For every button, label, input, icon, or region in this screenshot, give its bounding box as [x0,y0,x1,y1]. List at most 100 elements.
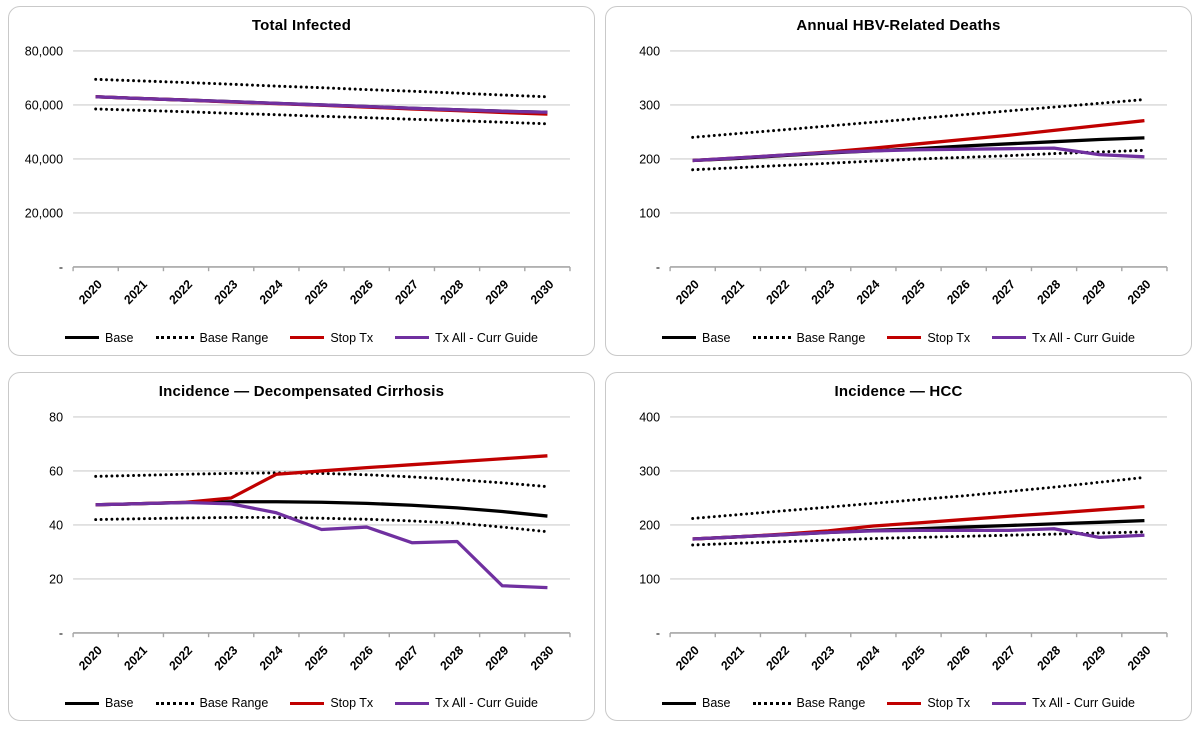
y-tick-label: 60,000 [25,97,63,112]
legend-label: Base [105,696,134,710]
x-tick-label: 2022 [764,642,793,672]
base-line-swatch-icon [662,701,696,705]
base-line-swatch-icon [65,701,99,705]
stop-tx-line-swatch-icon [887,701,922,705]
x-tick-label: 2030 [528,277,557,307]
stop-tx-line-swatch-icon [887,336,922,339]
legend-label: Stop Tx [330,330,374,345]
base-range-dotted-swatch-icon [155,336,194,339]
x-tick-label: 2027 [989,642,1018,672]
series-line-tx-all-curr-guide [692,526,1145,541]
x-tick-label: 2027 [392,277,421,307]
legend-item-tx-all: Tx All - Curr Guide [992,331,1135,345]
legend-label: Base Range [199,696,269,710]
line-chart-annual-hbv-deaths: 400 300 200 100 -2020 2021 2022 2023 2024 2025 202… [639,43,1168,307]
x-tick-label: 2029 [483,642,512,672]
chart-panel-annual-hbv-deaths: Annual HBV-Related Deaths 400 300 200 100-2… [605,6,1192,356]
legend-item-stop-tx: Stop Tx [290,331,373,345]
y-tick-label: 400 [639,43,660,58]
legend-item-base-range: Base Range [752,330,866,345]
series-line-base-range-lower [691,529,1146,546]
x-tick-label: 2027 [392,642,421,672]
x-tick-label: 2026 [347,642,376,672]
x-tick-label: 2025 [899,642,928,672]
x-tick-label: 2026 [347,277,376,307]
x-tick-label: 2022 [764,277,793,307]
x-tick-label: 2023 [212,642,241,672]
stop-tx-line-swatch-icon [290,701,325,705]
legend-label: Tx All - Curr Guide [1032,696,1135,710]
y-tick-label: 300 [639,97,660,112]
legend-item-base: Base [662,331,731,345]
series-line-base-range-lower [94,107,549,126]
x-tick-label: 2025 [302,277,331,307]
line-chart-total-infected: 80,000 60,000 40,000 20,000 -2020 2021 2022 202… [25,43,571,307]
x-tick-label: 2022 [167,642,196,672]
x-tick-label: 2029 [1080,642,1109,672]
x-tick-label: 2030 [1125,277,1154,307]
legend-label: Base Range [796,696,866,710]
legend-item-stop-tx: Stop Tx [290,696,373,710]
chart-panel-incidence-decomp-cirrhosis: Incidence — Decompensated Cirrhosis 80 60… [8,371,595,721]
base-range-dotted-swatch-icon [155,701,194,705]
y-tick-label: 100 [639,571,660,586]
y-tick-label: 80 [49,409,63,424]
x-tick-label: 2022 [167,277,196,307]
x-tick-label: 2021 [718,277,747,307]
legend-label: Base [702,330,731,345]
series-line-base-range-upper [94,470,549,488]
tx-all-line-swatch-icon [395,701,430,705]
legend-item-base: Base [65,331,134,345]
x-tick-label: 2025 [302,642,331,672]
x-tick-label: 2028 [1035,642,1064,672]
y-tick-label: 40 [49,517,63,532]
x-tick-label: 2025 [899,277,928,307]
y-tick-label: 400 [639,409,660,424]
chart-panel-total-infected: Total Infected 80,000 60,000 40,000 20,000 -… [8,6,595,356]
legend-item-base-range: Base Range [155,696,269,710]
x-tick-label: 2024 [854,642,883,672]
line-chart-incidence-decomp-cirrhosis: 80 60 40 20 -2020 2021 2022 2023 2024 2025 2026 202… [49,409,571,673]
chart-title-incidence-hcc: Incidence — HCC [834,382,963,400]
series-line-base-range-upper [691,98,1146,139]
x-tick-label: 2024 [257,277,286,307]
x-tick-label: 2023 [809,277,838,307]
series-line-base-range-lower [94,515,549,533]
x-tick-label: 2020 [76,642,105,672]
legend-label: Base Range [199,330,269,345]
x-tick-label: 2028 [1035,277,1064,307]
chart-legend: Base Base Range Stop Tx Tx All - Curr Gu… [614,696,1183,714]
chart-panel-incidence-hcc: Incidence — HCC 400 300 200 100 -2020 2021 202… [605,371,1192,721]
base-range-dotted-swatch-icon [752,701,791,705]
legend-label: Stop Tx [330,696,374,710]
x-tick-label: 2021 [121,642,150,672]
y-tick-label: 20 [49,571,63,586]
series-line-base-range-upper [691,475,1146,520]
legend-item-base-range: Base Range [155,330,269,345]
y-tick-label: - [656,259,660,274]
legend-item-tx-all: Tx All - Curr Guide [395,331,538,345]
y-tick-label: 200 [639,517,660,532]
tx-all-line-swatch-icon [992,336,1027,339]
series-line-base-range-upper [94,77,549,99]
legend-label: Base [105,330,134,345]
chart-legend: Base Base Range Stop Tx Tx All - Curr Gu… [17,696,586,714]
legend-label: Tx All - Curr Guide [435,330,538,345]
y-tick-label: 60 [49,463,63,478]
x-tick-label: 2024 [257,642,286,672]
y-tick-label: - [59,625,63,640]
series-line-tx-all-curr-guide [95,500,548,589]
legend-label: Tx All - Curr Guide [1032,330,1135,345]
x-tick-label: 2029 [483,277,512,307]
x-tick-label: 2027 [989,277,1018,307]
legend-item-base-range: Base Range [752,696,866,710]
legend-item-tx-all: Tx All - Curr Guide [992,696,1135,710]
legend-label: Base Range [796,330,866,345]
series-line-tx-all-curr-guide [692,146,1145,163]
y-tick-label: 200 [639,151,660,166]
base-range-dotted-swatch-icon [752,336,791,339]
series-line-base-range-lower [691,148,1146,172]
x-tick-label: 2024 [854,277,883,307]
x-tick-label: 2020 [673,642,702,672]
